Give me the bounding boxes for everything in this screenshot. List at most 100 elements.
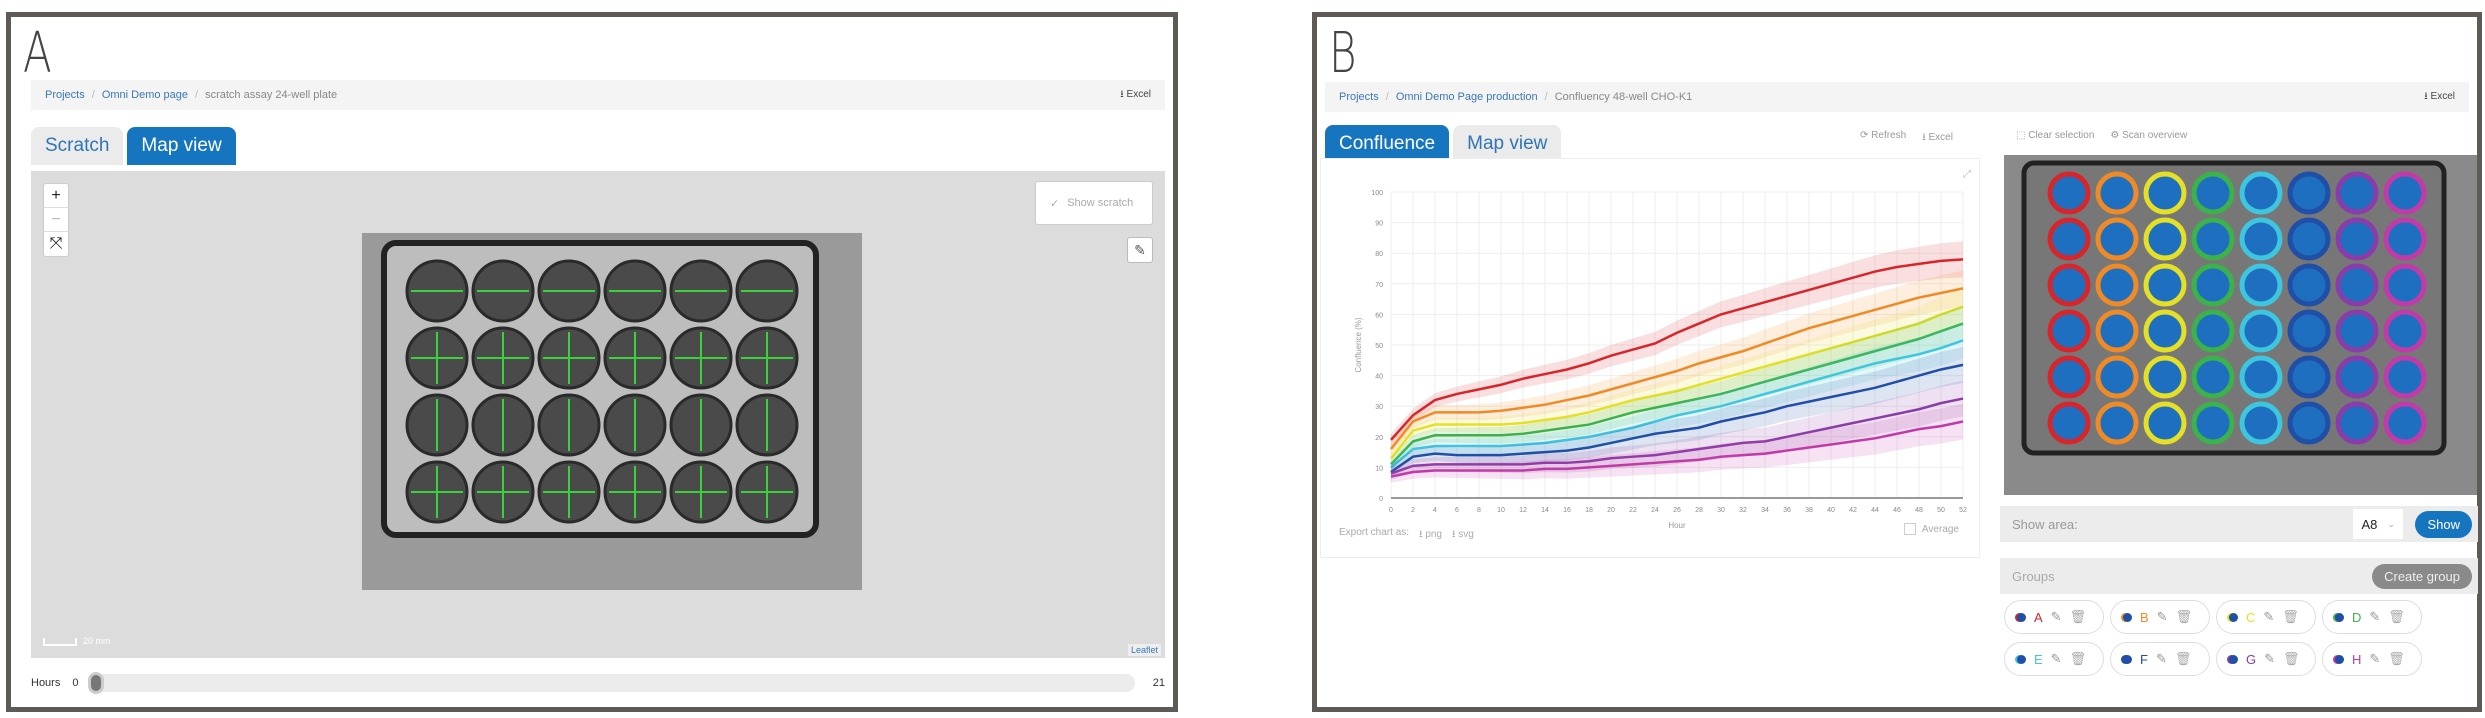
map-view[interactable]: + − ⤧ ✓ Show scratch ✎ 20 mm Leaflet <box>31 171 1165 658</box>
well <box>2383 355 2427 399</box>
well <box>2095 401 2139 445</box>
trash-icon[interactable]: 🗑 <box>2283 651 2300 666</box>
panel-label: A <box>23 21 52 86</box>
series-line-D <box>1390 322 1964 466</box>
refresh-button[interactable]: ⟳ Refresh <box>1860 130 1907 141</box>
well <box>2383 217 2427 261</box>
x-tick-label: 10 <box>1497 507 1505 514</box>
well <box>735 259 799 323</box>
well <box>471 259 535 323</box>
export-svg-button[interactable]: ⭳ svg <box>1452 529 1474 540</box>
x-tick-label: 52 <box>1959 507 1967 514</box>
well <box>2191 309 2235 353</box>
average-checkbox[interactable]: Average <box>1903 523 1959 535</box>
hours-slider[interactable]: Hours 0 21 <box>31 671 1165 695</box>
show-button[interactable]: Show <box>2415 510 2472 538</box>
series-line-G <box>1390 397 1964 475</box>
edit-icon[interactable]: ✎ <box>2050 609 2062 624</box>
tab-confluence[interactable]: Confluence <box>1325 125 1450 163</box>
group-color-dot <box>2123 612 2132 622</box>
clear-selection-button[interactable]: ⬚ Clear selection <box>2016 130 2095 141</box>
trash-icon[interactable]: 🗑 <box>2069 651 2087 666</box>
group-chip-C[interactable]: C ✎ 🗑 <box>2216 600 2316 634</box>
y-tick-label: 90 <box>1375 221 1383 228</box>
group-chip-D[interactable]: D ✎ 🗑 <box>2322 600 2422 634</box>
series-band-E <box>1391 322 1963 474</box>
zoom-out-button[interactable]: − <box>44 208 68 232</box>
group-list: A ✎ 🗑 B ✎ 🗑 C ✎ 🗑 D ✎ 🗑 E ✎ 🗑 F ✎ 🗑 G ✎ 🗑 H ✎ 🗑 <box>2004 600 2474 676</box>
show-scratch-toggle[interactable]: ✓ Show scratch <box>1035 181 1153 225</box>
group-name: C <box>2246 609 2256 625</box>
well <box>2335 217 2379 261</box>
group-chip-B[interactable]: B ✎ 🗑 <box>2110 600 2210 634</box>
group-name: E <box>2034 651 2043 667</box>
group-chip-F[interactable]: F ✎ 🗑 <box>2110 642 2210 676</box>
export-png-button[interactable]: ⭳ png <box>1419 529 1442 540</box>
series-line-F <box>1390 363 1964 474</box>
group-chip-A[interactable]: A ✎ 🗑 <box>2004 600 2104 634</box>
well <box>2335 355 2379 399</box>
show-area-label: Show area: <box>2012 516 2078 532</box>
x-tick-label: 30 <box>1717 507 1725 514</box>
fit-bounds-button[interactable]: ⤧ <box>49 235 63 252</box>
edit-icon[interactable]: ✎ <box>2369 651 2381 666</box>
well <box>471 326 535 390</box>
breadcrumb-projects[interactable]: Projects <box>45 89 85 101</box>
edit-icon[interactable]: ✎ <box>2263 609 2275 624</box>
trash-icon[interactable]: 🗑 <box>2069 609 2087 624</box>
edit-pencil-button[interactable]: ✎ <box>1127 237 1153 263</box>
trash-icon[interactable]: 🗑 <box>2388 609 2405 624</box>
group-color-dot <box>2335 654 2344 664</box>
x-tick-label: 16 <box>1563 507 1571 514</box>
tab-scratch[interactable]: Scratch <box>31 127 124 165</box>
edit-icon[interactable]: ✎ <box>2155 651 2167 666</box>
y-tick-label: 30 <box>1375 404 1383 411</box>
well <box>735 326 799 390</box>
well <box>2047 401 2091 445</box>
tab-map-view[interactable]: Map view <box>1453 125 1562 163</box>
create-group-button[interactable]: Create group <box>2372 563 2472 589</box>
excel-button[interactable]: ⭳ Excel <box>1120 88 1151 100</box>
tab-map-view[interactable]: Map view <box>127 127 236 165</box>
x-tick-label: 34 <box>1761 507 1769 514</box>
x-tick-label: 18 <box>1585 507 1593 514</box>
edit-icon[interactable]: ✎ <box>2264 651 2276 666</box>
group-chip-H[interactable]: H ✎ 🗑 <box>2322 642 2422 676</box>
trash-icon[interactable]: 🗑 <box>2175 609 2193 624</box>
edit-icon[interactable]: ✎ <box>2156 609 2168 624</box>
slider-thumb[interactable] <box>88 672 105 694</box>
trash-icon[interactable]: 🗑 <box>2282 609 2299 624</box>
well <box>2335 263 2379 307</box>
excel-export-button[interactable]: ⭳ Excel <box>1922 132 1953 143</box>
trash-icon[interactable]: 🗑 <box>2388 651 2405 666</box>
edit-icon[interactable]: ✎ <box>2050 651 2062 666</box>
trash-icon[interactable]: 🗑 <box>2174 651 2192 666</box>
well <box>471 460 535 524</box>
edit-icon[interactable]: ✎ <box>2369 609 2381 624</box>
breadcrumb-projects[interactable]: Projects <box>1339 91 1379 103</box>
plate-image-48-well[interactable] <box>2004 155 2477 495</box>
group-chip-G[interactable]: G ✎ 🗑 <box>2216 642 2316 676</box>
well <box>2287 309 2331 353</box>
breadcrumb-project[interactable]: Omni Demo page <box>101 89 189 101</box>
panel-a: A Projects / Omni Demo page / scratch assa… <box>6 12 1178 712</box>
well <box>603 460 667 524</box>
well <box>2335 309 2379 353</box>
x-tick-label: 22 <box>1629 507 1637 514</box>
y-tick-label: 50 <box>1375 343 1383 350</box>
fullscreen-icon[interactable]: ⤢ <box>1963 169 1971 180</box>
zoom-in-button[interactable]: + <box>44 184 68 208</box>
plate-frame <box>2021 160 2447 456</box>
breadcrumb-project[interactable]: Omni Demo Page production <box>1395 91 1538 103</box>
well <box>735 393 799 457</box>
group-color-dot <box>2335 612 2344 622</box>
well <box>2287 355 2331 399</box>
group-chip-E[interactable]: E ✎ 🗑 <box>2004 642 2104 676</box>
group-name: F <box>2140 651 2148 667</box>
leaflet-attribution[interactable]: Leaflet <box>1127 644 1161 656</box>
excel-button[interactable]: ⭳ Excel <box>2424 90 2455 102</box>
series-line-E <box>1390 339 1964 469</box>
slider-track[interactable] <box>88 672 1135 694</box>
area-select[interactable]: A8 ⌄ <box>2353 509 2404 539</box>
scan-overview-button[interactable]: ⚙ Scan overview <box>2110 130 2188 141</box>
